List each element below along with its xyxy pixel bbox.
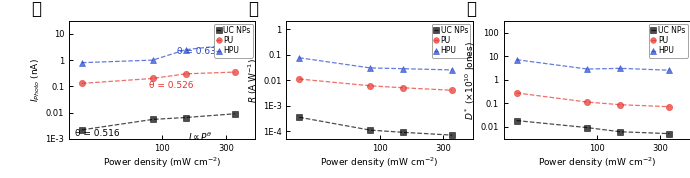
Text: θ = 0.526: θ = 0.526 (149, 81, 194, 90)
PU (665, 106, 673, 108)
UC NPs (148, 118, 157, 121)
Line: PU: PU (513, 90, 673, 110)
UC NPs (399, 131, 407, 133)
HPU (78, 62, 86, 64)
UC NPs (181, 116, 190, 119)
Text: 가: 가 (31, 0, 41, 18)
Legend: UC NPs, PU, HPU: UC NPs, PU, HPU (431, 24, 471, 57)
HPU (366, 67, 374, 69)
UC NPs (448, 134, 456, 136)
PU (616, 104, 624, 106)
HPU (399, 68, 407, 70)
HPU (665, 69, 673, 71)
HPU (230, 43, 239, 45)
Line: UC NPs: UC NPs (296, 114, 455, 138)
Y-axis label: $D^*$ ($\times$10$^{10}$ Jones): $D^*$ ($\times$10$^{10}$ Jones) (463, 41, 477, 120)
HPU (148, 59, 157, 61)
UC NPs (513, 119, 521, 122)
Line: PU: PU (296, 76, 455, 93)
UC NPs (665, 133, 673, 135)
Text: θ = 0.516: θ = 0.516 (75, 129, 119, 138)
Text: θ = 0.639: θ = 0.639 (177, 47, 222, 56)
Text: $I \propto P^{\theta}$: $I \propto P^{\theta}$ (188, 131, 212, 143)
PU (78, 82, 86, 84)
PU (148, 77, 157, 80)
PU (295, 78, 304, 80)
PU (583, 101, 591, 103)
Line: HPU: HPU (79, 41, 238, 66)
Text: 나: 나 (248, 0, 258, 18)
UC NPs (295, 116, 304, 118)
UC NPs (616, 131, 624, 133)
HPU (448, 69, 456, 71)
PU (513, 92, 521, 94)
Line: PU: PU (79, 69, 238, 87)
PU (399, 87, 407, 89)
UC NPs (366, 129, 374, 131)
Line: UC NPs: UC NPs (79, 111, 238, 133)
PU (366, 85, 374, 87)
HPU (513, 59, 521, 61)
HPU (583, 68, 591, 70)
UC NPs (583, 127, 591, 129)
UC NPs (78, 129, 86, 131)
UC NPs (230, 113, 239, 115)
Legend: UC NPs, PU, HPU: UC NPs, PU, HPU (649, 24, 688, 57)
Y-axis label: $R$ (A W$^{-1}$): $R$ (A W$^{-1}$) (246, 58, 260, 103)
HPU (616, 67, 624, 69)
X-axis label: Power density (mW cm$^{-2}$): Power density (mW cm$^{-2}$) (103, 155, 221, 170)
Text: 다: 다 (466, 0, 475, 18)
Line: HPU: HPU (296, 55, 455, 73)
PU (181, 73, 190, 75)
Line: UC NPs: UC NPs (513, 117, 673, 137)
X-axis label: Power density (mW cm$^{-2}$): Power density (mW cm$^{-2}$) (538, 155, 656, 170)
Legend: UC NPs, PU, HPU: UC NPs, PU, HPU (214, 24, 253, 57)
PU (448, 89, 456, 91)
Line: HPU: HPU (513, 57, 673, 73)
Y-axis label: $I_{Photo}$ (nA): $I_{Photo}$ (nA) (30, 58, 43, 102)
HPU (181, 49, 190, 51)
PU (230, 71, 239, 73)
X-axis label: Power density (mW cm$^{-2}$): Power density (mW cm$^{-2}$) (320, 155, 439, 170)
HPU (295, 57, 304, 59)
